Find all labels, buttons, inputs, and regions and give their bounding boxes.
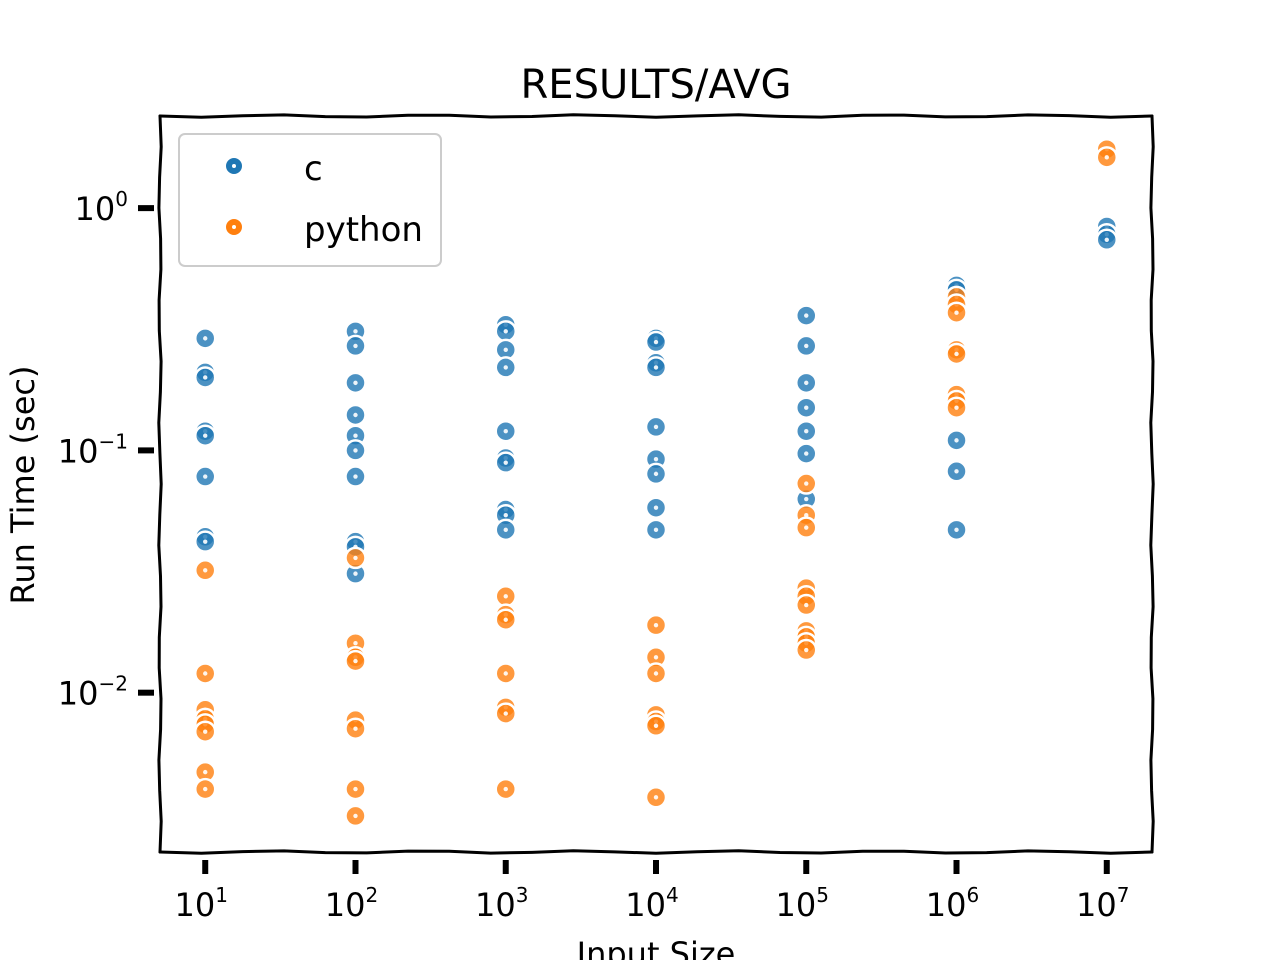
data-point-c: [494, 419, 517, 443]
data-point-python: [644, 714, 668, 738]
data-point-c: [644, 462, 668, 486]
data-point-python: [644, 613, 668, 637]
data-point-c: [193, 424, 217, 447]
plot-frame: [157, 113, 1155, 855]
data-point-python: [344, 649, 367, 673]
x-tick-label: 105: [776, 883, 829, 924]
data-point-python: [795, 516, 818, 539]
legend-box: [178, 133, 442, 267]
data-point-c: [644, 415, 668, 439]
data-point-c: [494, 356, 517, 379]
x-tick-label: 101: [175, 883, 228, 924]
x-tick-label: 103: [475, 883, 528, 924]
data-point-c: [644, 356, 668, 379]
data-point-c: [193, 530, 217, 553]
data-point-c: [344, 465, 367, 488]
data-point-python: [795, 593, 818, 617]
data-point-python: [945, 301, 968, 324]
frame-right: [1149, 114, 1155, 854]
data-point-python: [193, 559, 217, 582]
data-point-c: [644, 330, 668, 354]
data-point-c: [795, 334, 818, 358]
data-point-python: [494, 608, 517, 631]
data-point-python: [344, 777, 367, 801]
x-axis-label: Input Size: [577, 935, 736, 960]
data-point-python: [1095, 146, 1119, 169]
y-tick-label: 100: [75, 187, 128, 228]
data-point-c: [193, 465, 217, 488]
data-point-c: [795, 419, 818, 443]
data-point-c: [494, 320, 517, 343]
legend-marker-python-dot: [232, 225, 236, 229]
x-tick-label: 104: [625, 883, 678, 924]
x-tick-label: 107: [1076, 883, 1129, 924]
data-point-python: [344, 546, 367, 570]
data-point-c: [344, 439, 367, 462]
x-axis: 101 102 103 104 105 106 107: [175, 860, 1129, 924]
data-point-c: [945, 518, 968, 542]
legend-label-python: python: [304, 210, 423, 250]
data-point-c: [795, 396, 818, 419]
frame-left: [157, 114, 163, 854]
data-point-python: [644, 786, 668, 809]
frame-bottom: [158, 849, 1154, 855]
data-point-python: [494, 585, 517, 608]
data-point-python: [494, 662, 517, 685]
data-point-c: [1095, 228, 1119, 252]
y-axis-label: Run Time (sec): [4, 366, 42, 605]
data-point-c: [494, 451, 517, 474]
data-point-python: [344, 804, 367, 828]
legend-marker-c-dot: [232, 164, 236, 168]
data-point-python: [193, 777, 217, 801]
data-point-c: [795, 442, 818, 465]
x-tick-label: 106: [926, 883, 979, 924]
y-axis: 100 10−1 10−2: [58, 187, 154, 713]
frame-top: [158, 113, 1154, 119]
data-point-c: [644, 518, 668, 542]
data-point-c: [193, 327, 217, 350]
legend: c python: [178, 133, 442, 267]
data-point-c: [344, 334, 367, 358]
data-point-c: [193, 366, 217, 389]
data-point-python: [945, 342, 968, 366]
data-point-c: [494, 518, 517, 542]
y-tick-label: 10−1: [58, 429, 128, 470]
data-point-c: [795, 371, 818, 395]
data-point-c: [795, 304, 818, 327]
data-point-python: [193, 662, 217, 685]
y-tick-label: 10−2: [58, 672, 128, 713]
data-point-python: [644, 662, 668, 685]
data-point-python: [795, 638, 818, 662]
data-point-c: [344, 371, 367, 395]
x-tick-label: 102: [325, 883, 378, 924]
legend-label-c: c: [304, 149, 323, 189]
data-point-c: [945, 429, 968, 452]
data-point-c: [344, 403, 367, 427]
chart-title: RESULTS/AVG: [521, 62, 792, 108]
data-points: [193, 137, 1119, 828]
data-point-python: [945, 396, 968, 419]
data-point-c: [945, 460, 968, 483]
data-point-python: [193, 720, 217, 743]
data-point-python: [795, 472, 818, 495]
data-point-python: [494, 777, 517, 801]
data-point-python: [494, 702, 517, 725]
data-point-c: [644, 496, 668, 519]
data-point-python: [344, 717, 367, 740]
